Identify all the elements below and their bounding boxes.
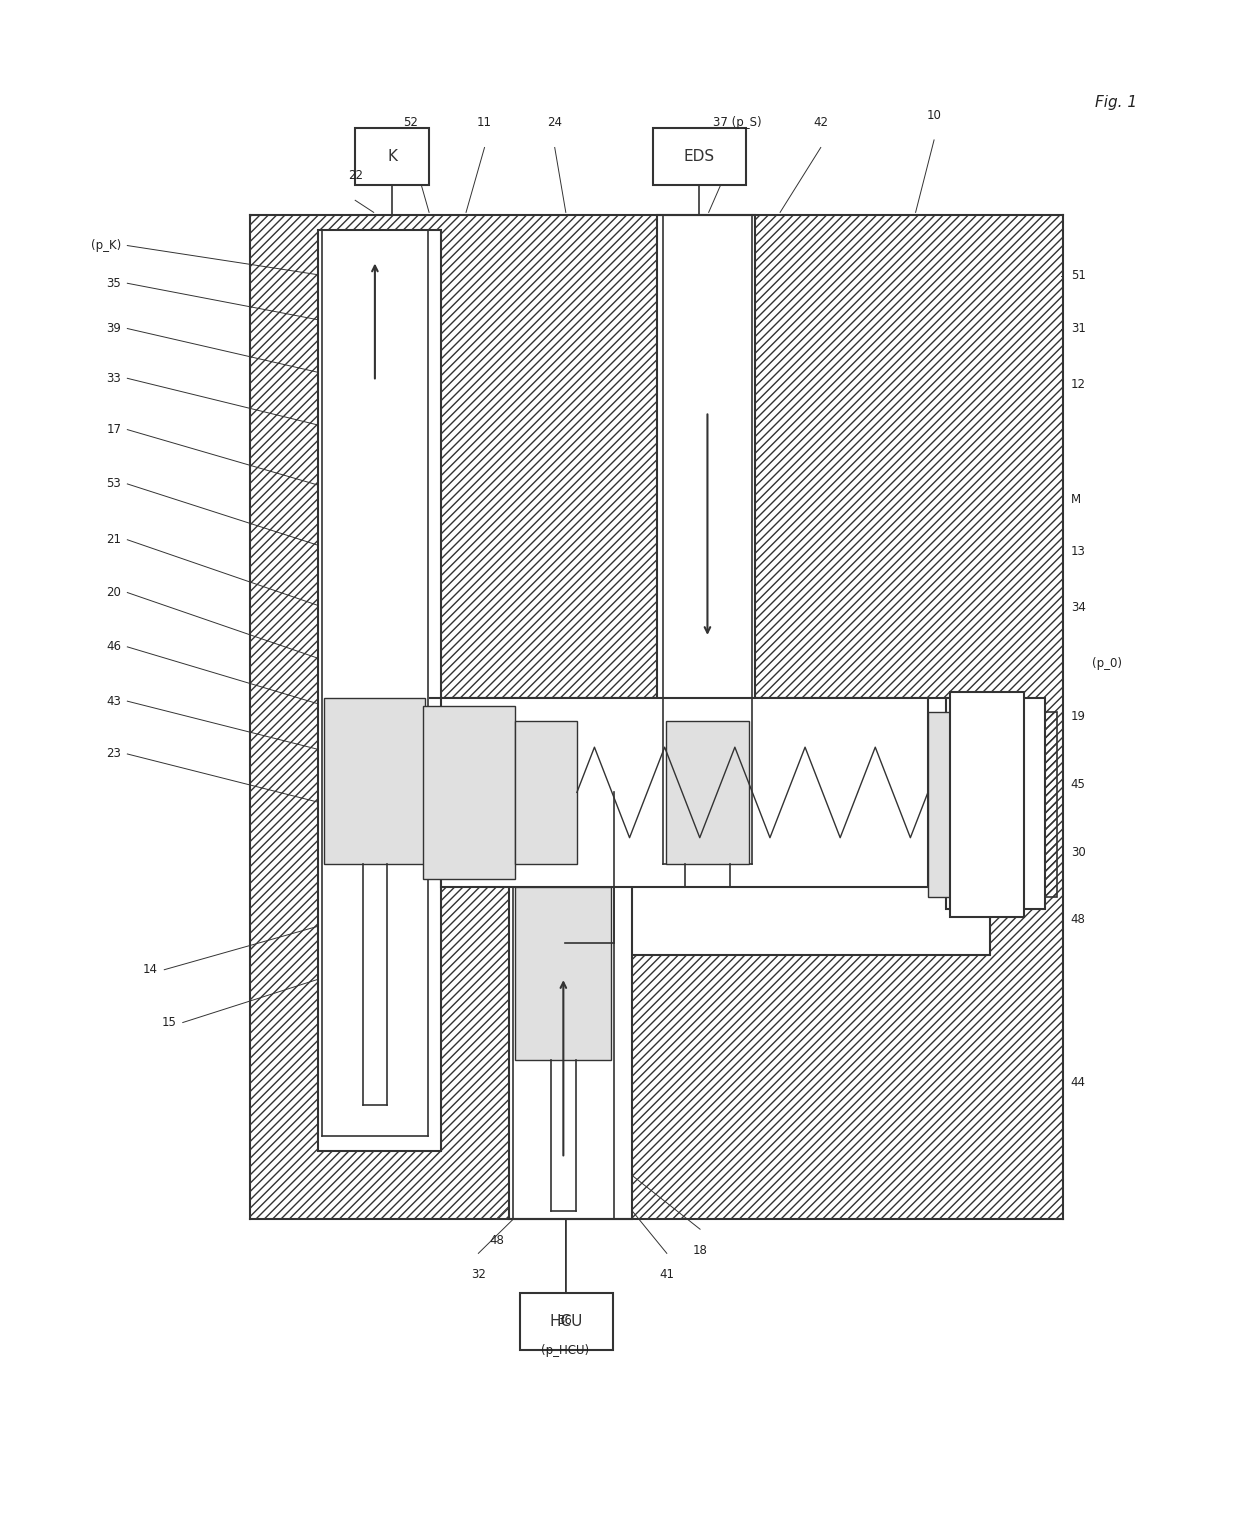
Bar [928, 711, 950, 897]
Text: 13: 13 [1071, 545, 1086, 558]
Text: 53: 53 [107, 478, 122, 490]
Bar [520, 857, 608, 1007]
Text: 34: 34 [1071, 601, 1086, 614]
Text: 36: 36 [557, 1314, 572, 1327]
Text: 48: 48 [490, 1233, 505, 1247]
Text: 51: 51 [1071, 269, 1086, 282]
Text: 30: 30 [1071, 845, 1085, 859]
Bar [250, 215, 1064, 1218]
Text: 33: 33 [107, 372, 122, 385]
Text: 22: 22 [347, 170, 362, 182]
Bar [516, 887, 611, 1060]
Bar [322, 698, 408, 865]
Bar [595, 698, 990, 954]
Text: 39: 39 [107, 322, 122, 335]
Bar [520, 1129, 608, 1218]
Bar [491, 728, 552, 834]
Bar [322, 781, 408, 865]
Text: Fig. 1: Fig. 1 [1095, 94, 1137, 109]
Text: 35: 35 [107, 276, 122, 290]
Bar [423, 705, 516, 880]
Bar [661, 721, 749, 865]
Bar [331, 246, 429, 713]
Text: 17: 17 [107, 423, 122, 435]
Bar [417, 705, 491, 857]
Text: 19: 19 [1071, 710, 1086, 722]
Bar [325, 698, 425, 865]
Text: HCU: HCU [549, 1314, 583, 1329]
Bar [928, 711, 950, 897]
Text: 42: 42 [813, 117, 828, 129]
Text: M: M [1071, 493, 1081, 505]
Text: 12: 12 [1071, 378, 1086, 391]
Bar [990, 711, 1058, 897]
Text: 48: 48 [1071, 913, 1086, 927]
Bar [325, 698, 425, 865]
Bar [946, 698, 1045, 909]
Bar [666, 721, 749, 865]
Bar [952, 695, 1022, 913]
Bar [441, 698, 928, 887]
Text: 52: 52 [403, 117, 418, 129]
Text: 14: 14 [143, 963, 159, 977]
Text: 11: 11 [477, 117, 492, 129]
Text: 18: 18 [693, 1244, 708, 1258]
Bar [423, 705, 516, 880]
Text: 45: 45 [1071, 778, 1086, 790]
Bar [516, 721, 577, 865]
Bar [423, 698, 601, 865]
Text: 44: 44 [1071, 1077, 1086, 1089]
Text: K: K [387, 149, 397, 164]
Bar [355, 127, 429, 185]
Bar [928, 711, 950, 897]
Text: 32: 32 [471, 1268, 486, 1282]
Text: 10: 10 [926, 109, 941, 121]
Text: EDS: EDS [684, 149, 715, 164]
Bar [516, 887, 611, 1060]
Text: 37 (p_S): 37 (p_S) [713, 117, 761, 129]
Text: (p_K): (p_K) [91, 240, 122, 252]
Bar [950, 692, 1024, 916]
Text: (p_0): (p_0) [1091, 657, 1122, 671]
Bar [653, 127, 745, 185]
Text: 21: 21 [107, 534, 122, 546]
Text: 43: 43 [107, 695, 122, 707]
Text: 20: 20 [107, 586, 122, 599]
Text: 46: 46 [107, 640, 122, 654]
Bar [319, 231, 441, 1151]
Text: 15: 15 [161, 1016, 176, 1029]
Text: 23: 23 [107, 748, 122, 760]
Bar [666, 721, 749, 865]
Text: 24: 24 [547, 117, 562, 129]
Text: (p_HCU): (p_HCU) [541, 1344, 589, 1356]
Text: 31: 31 [1071, 322, 1086, 335]
Bar [331, 857, 429, 1136]
Bar [521, 1292, 613, 1350]
Bar [510, 857, 632, 1218]
Text: 41: 41 [660, 1268, 675, 1282]
Bar [516, 721, 577, 865]
Bar [657, 215, 755, 865]
